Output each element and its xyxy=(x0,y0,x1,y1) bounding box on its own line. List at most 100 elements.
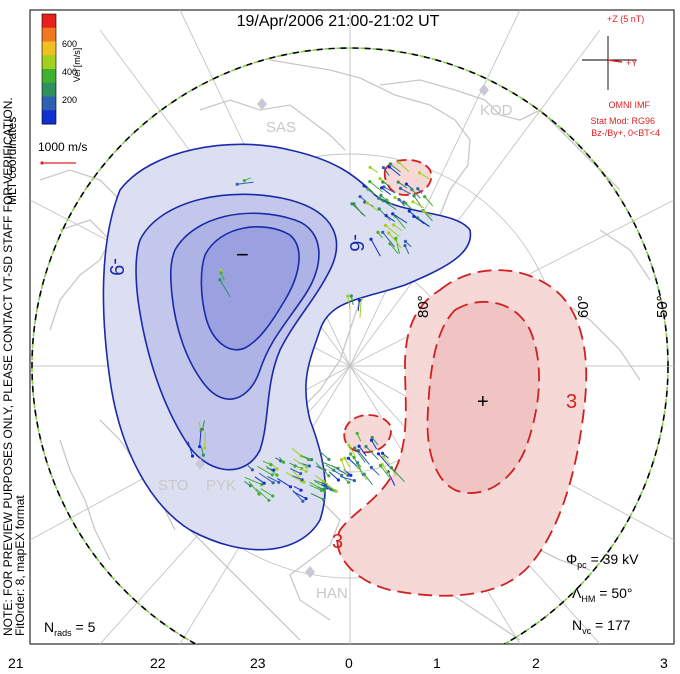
velocity-vector-origin xyxy=(339,458,343,462)
colorbar-segment xyxy=(42,82,56,97)
velocity-vector-origin xyxy=(322,497,326,502)
velocity-vector-origin xyxy=(350,202,354,206)
positive-cell: 3 3 + xyxy=(332,158,588,597)
velocity-vector-origin xyxy=(369,237,373,241)
velocity-vector xyxy=(359,299,362,318)
velocity-vector-origin xyxy=(349,294,353,298)
imf-source: OMNI IMF xyxy=(609,100,651,110)
velocity-vector xyxy=(267,476,280,483)
velocity-vector xyxy=(244,476,262,485)
velocity-vector-origin xyxy=(411,200,415,204)
velocity-vector xyxy=(381,187,392,196)
velocity-vector xyxy=(398,162,410,173)
velocity-vector xyxy=(315,462,330,477)
colorbar-segment xyxy=(42,55,56,70)
velocity-vector xyxy=(383,186,396,194)
velocity-vector-origin xyxy=(299,472,303,476)
velocity-vector-origin xyxy=(416,187,420,191)
velocity-vector-origin xyxy=(304,465,309,469)
negative-contour-4 xyxy=(200,226,300,351)
velocity-vector-origin xyxy=(352,479,356,483)
velocity-vector-origin xyxy=(393,195,397,200)
velocity-vector xyxy=(340,459,348,476)
velocity-vector xyxy=(353,457,364,475)
latitude-label-80: 80° xyxy=(415,295,432,318)
colorbar-tick-400: 400 xyxy=(62,67,77,77)
mlt-tick-21: 21 xyxy=(8,655,24,671)
station-han: HAN xyxy=(316,585,348,602)
velocity-vector-origin xyxy=(218,278,222,282)
velocity-vector-origin xyxy=(412,214,416,218)
potential-maximum-marker: + xyxy=(477,391,489,413)
velocity-vector xyxy=(187,441,193,457)
mlt-tick-23: 23 xyxy=(250,655,266,671)
velocity-vector-origin xyxy=(307,464,311,468)
hm-boundary-green xyxy=(31,47,669,644)
preview-note: NOTE: FOR PREVIEW PURPOSES ONLY, PLEASE … xyxy=(1,97,15,636)
colorbar-segment xyxy=(42,69,56,84)
velocity-vector xyxy=(292,491,307,500)
velocity-vector-origin xyxy=(269,463,273,467)
velocity-vector-origin xyxy=(397,160,401,164)
velocity-vector-origin xyxy=(380,186,384,190)
velocity-vector xyxy=(412,201,425,209)
station-sas: SAS xyxy=(266,119,296,136)
velocity-vector-origin xyxy=(364,444,368,449)
velocity-vector-origin xyxy=(385,198,389,202)
velocity-vector-origin xyxy=(365,201,369,205)
velocity-vector-origin xyxy=(334,489,338,493)
negative-contour-label: -9 xyxy=(105,258,127,276)
velocity-vector xyxy=(199,428,202,447)
colorbar-label: Vel [m/s] xyxy=(72,48,82,83)
velocity-vector-origin xyxy=(262,481,266,485)
velocity-vector xyxy=(358,445,367,457)
velocity-vector-origin xyxy=(346,456,350,460)
velocity-vector xyxy=(292,475,303,481)
velocity-vector xyxy=(391,467,405,483)
velocity-vector-origin xyxy=(301,499,305,503)
velocity-vector-origin xyxy=(201,453,205,457)
velocity-vector-origin xyxy=(368,180,372,184)
velocity-vector-origin xyxy=(307,458,311,462)
positive-contour-label: 3 xyxy=(566,391,577,413)
velocity-vector-origin xyxy=(398,186,403,190)
station-marker-sto xyxy=(195,458,205,470)
mlt-axis: 21 22 23 0 1 2 3 xyxy=(8,655,668,671)
velocity-vector xyxy=(369,181,384,193)
velocity-vector-origin xyxy=(381,166,385,170)
velocity-vector-origin xyxy=(271,494,275,498)
velocity-vector xyxy=(419,172,430,180)
velocity-vector-origin xyxy=(370,435,374,440)
velocity-vector-origin xyxy=(368,165,372,169)
positive-contour-2 xyxy=(426,301,540,494)
velocity-vector xyxy=(379,465,390,478)
velocity-vector-origin xyxy=(387,231,391,235)
velocity-vector-origin xyxy=(358,195,362,199)
velocity-vector xyxy=(363,473,373,486)
latitude-label-50: 50° xyxy=(654,295,671,318)
velocity-vector-origin xyxy=(203,446,207,450)
imf-vector xyxy=(607,59,623,63)
velocity-vector-origin xyxy=(275,473,279,477)
velocity-vector-origin xyxy=(403,239,407,243)
velocity-vector-origin xyxy=(288,485,293,489)
velocity-vector xyxy=(219,279,231,297)
velocity-vector xyxy=(351,203,366,217)
velocity-vector xyxy=(291,447,302,457)
velocity-vector-origin xyxy=(347,443,351,447)
station-marker-han xyxy=(305,566,315,578)
stations: SAS KOD STO PYK HAN xyxy=(158,84,513,602)
potential-minimum-marker: − xyxy=(236,242,249,267)
velocity-vector xyxy=(320,479,337,492)
velocity-vector xyxy=(371,467,380,476)
velocity-vector-origin xyxy=(219,269,223,273)
velocity-vector-origin xyxy=(412,194,416,198)
velocity-vector-origin xyxy=(377,207,381,211)
velocity-vector-origin xyxy=(346,294,350,298)
velocity-vector-origin xyxy=(300,478,304,482)
velocity-vector-origin xyxy=(267,498,271,502)
velocity-vector-origin xyxy=(376,230,380,234)
velocity-vector xyxy=(309,484,322,491)
velocity-vector-origin xyxy=(387,165,392,169)
velocity-vector xyxy=(366,202,379,212)
